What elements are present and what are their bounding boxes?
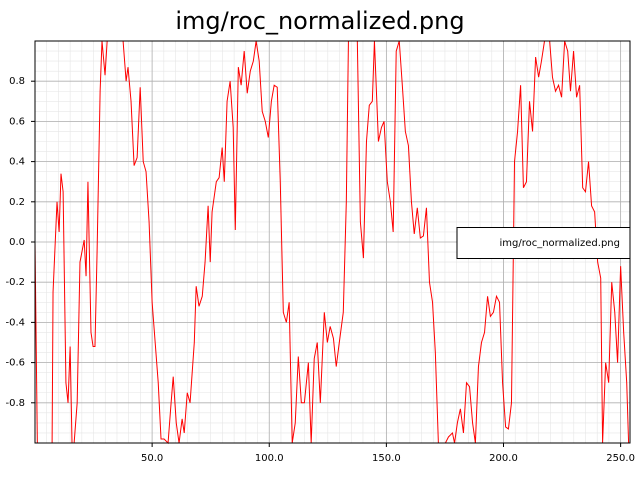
- chart-title: img/roc_normalized.png: [175, 7, 464, 35]
- legend-label: img/roc_normalized.png: [499, 238, 620, 249]
- y-tick-label: -0.2: [5, 277, 25, 288]
- x-tick-label: 250.0: [606, 453, 635, 464]
- legend-box: [456, 227, 631, 259]
- grid: [34, 40, 630, 443]
- y-tick-label: 0.4: [9, 157, 25, 168]
- labels: 50.0 100.0 150.0 200.0 250.0 -0.8 -0.6 -0.4 -0.2…: [5, 76, 634, 464]
- data-line: [34, 40, 630, 445]
- legend: img/roc_normalized.png: [456, 227, 631, 259]
- x-tick-label: 100.0: [255, 453, 284, 464]
- y-tick-label: 0.6: [9, 116, 25, 127]
- y-tick-label: -0.6: [5, 358, 25, 369]
- x-tick-label: 200.0: [489, 453, 518, 464]
- y-tick-label: 0.2: [9, 197, 25, 208]
- y-tick-label: -0.4: [5, 317, 25, 328]
- y-tick-label: 0.0: [9, 237, 25, 248]
- x-tick-label: 50.0: [141, 453, 163, 464]
- y-tick-label: 0.8: [9, 76, 25, 87]
- y-tick-label: -0.8: [5, 398, 25, 409]
- x-tick-label: 150.0: [372, 453, 401, 464]
- plot: [34, 40, 630, 445]
